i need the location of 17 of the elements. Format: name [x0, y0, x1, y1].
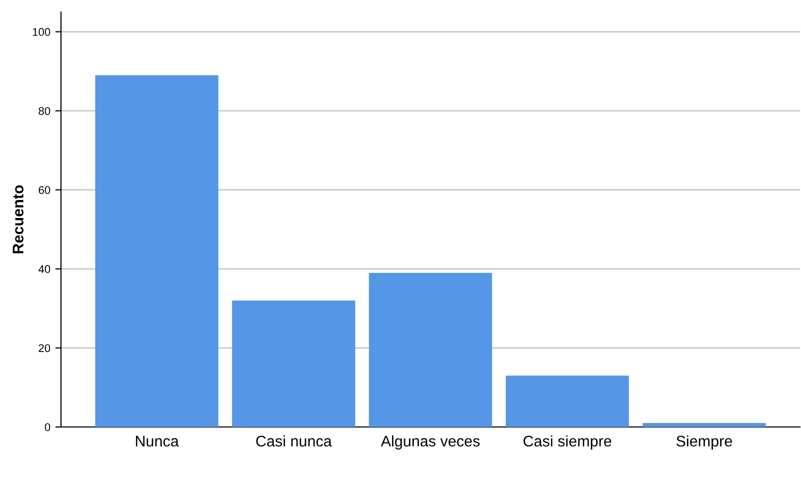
x-tick-label: Siempre	[676, 435, 732, 450]
x-tick-label: Nunca	[136, 436, 179, 447]
y-tick-label: 80	[38, 107, 50, 115]
y-tick-label: 100	[32, 28, 50, 36]
y-tick-label: 60	[38, 186, 50, 194]
x-tick-label: Casi siempre	[524, 435, 612, 450]
y-axis-title: Recuento	[12, 185, 24, 254]
x-tick-label: Casi nunca	[256, 435, 332, 447]
bar	[368, 272, 492, 427]
y-tick-label: 20	[38, 344, 50, 352]
bar	[232, 300, 356, 427]
bar	[95, 75, 218, 427]
bar	[506, 376, 629, 427]
y-tick-label: 40	[38, 265, 50, 274]
bar	[642, 423, 766, 427]
x-tick-label: Algunas veces	[380, 435, 480, 450]
y-tick-label: 0	[44, 423, 50, 432]
